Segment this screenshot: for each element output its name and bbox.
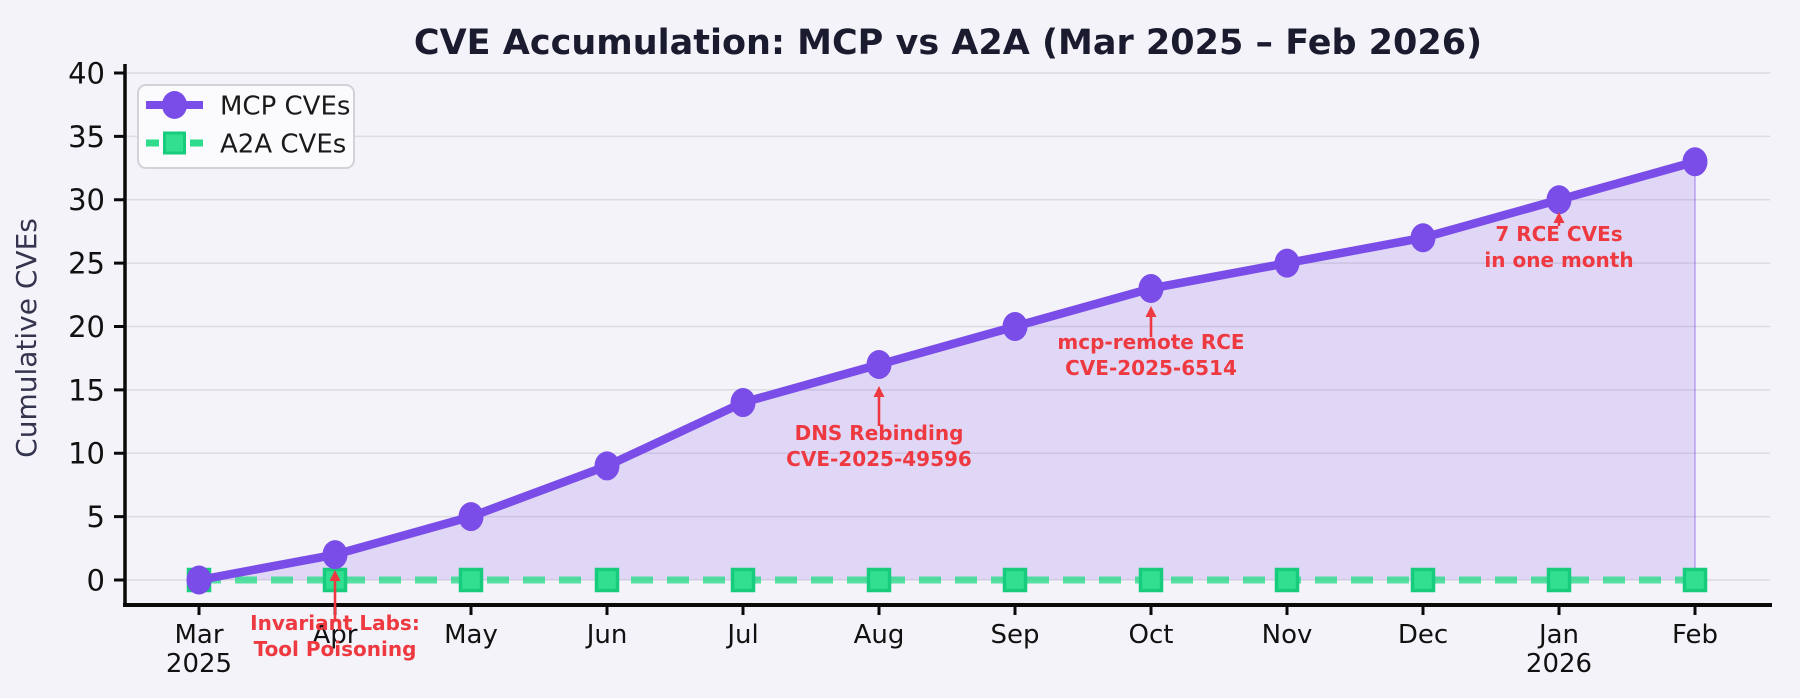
mcp-point <box>1410 223 1436 253</box>
x-tick-label: 2026 <box>1526 649 1592 679</box>
annotation-arrowhead <box>873 386 885 397</box>
mcp-point <box>322 540 348 570</box>
mcp-line <box>194 157 1700 585</box>
mcp-point <box>458 502 484 532</box>
annotation-arrowhead <box>329 570 341 581</box>
annotation-text: 7 RCE CVEs <box>1495 222 1622 246</box>
annotations: Invariant Labs:Tool Poisoning DNS Rebindi… <box>250 212 1634 661</box>
mcp-point <box>1682 147 1708 177</box>
x-tick-label: Jun <box>585 620 628 650</box>
mcp-point <box>1546 185 1572 215</box>
x-tick-label: Jan <box>1537 620 1579 650</box>
annotation-text: DNS Rebinding <box>795 421 964 445</box>
mcp-point <box>186 565 212 595</box>
legend-a2a-label: A2A CVEs <box>220 129 346 159</box>
a2a-point <box>1410 567 1436 593</box>
mcp-point <box>1274 248 1300 278</box>
annotation-text: mcp-remote RCE <box>1057 330 1244 354</box>
y-tick-label: 10 <box>68 437 105 471</box>
x-tick-label: Oct <box>1129 620 1174 650</box>
x-tick-label: Nov <box>1262 620 1313 650</box>
annotation-text: Invariant Labs: <box>250 611 420 635</box>
y-tick-label: 20 <box>68 310 105 344</box>
y-tick-label: 25 <box>68 247 105 281</box>
mcp-area <box>199 161 1695 580</box>
annotation-text: Tool Poisoning <box>254 637 417 661</box>
a2a-point <box>730 567 756 593</box>
legend-mcp-label: MCP CVEs <box>220 91 350 121</box>
a2a-point <box>1682 567 1708 593</box>
y-axis-label: Cumulative CVEs <box>10 218 43 458</box>
annotation-text: CVE-2025-6514 <box>1065 356 1237 380</box>
annotation-arrowhead <box>1553 212 1565 223</box>
annotation-text: in one month <box>1484 248 1633 272</box>
legend: MCP CVEs A2A CVEs <box>137 84 355 169</box>
mcp-point <box>866 350 892 380</box>
y-tick-label: 40 <box>68 56 105 90</box>
x-tick-label: May <box>444 620 498 650</box>
a2a-point <box>866 567 892 593</box>
legend-mcp-marker <box>162 91 187 119</box>
legend-a2a-marker <box>163 131 186 155</box>
mcp-point <box>1138 273 1164 303</box>
mcp-point <box>730 388 756 418</box>
mcp-area-fill <box>199 161 1696 580</box>
mcp-series <box>186 147 1708 595</box>
chart-title: CVE Accumulation: MCP vs A2A (Mar 2025 –… <box>414 23 1482 63</box>
x-tick-label: Apr <box>313 620 358 650</box>
a2a-point <box>594 567 620 593</box>
a2a-point <box>458 567 484 593</box>
annotation-arrowhead <box>1145 306 1157 317</box>
mcp-point <box>594 451 620 481</box>
a2a-point <box>1546 567 1572 593</box>
x-tick-label: 2025 <box>166 649 232 679</box>
x-tick-label: Aug <box>854 620 905 650</box>
gridlines <box>127 72 1770 581</box>
y-tick-label: 35 <box>68 120 105 154</box>
a2a-point <box>1138 567 1164 593</box>
y-tick-label: 5 <box>87 500 105 534</box>
x-tick-label: Mar <box>174 620 223 650</box>
a2a-point <box>1002 567 1028 593</box>
a2a-point <box>1274 567 1300 593</box>
x-tick-label: Sep <box>990 620 1039 650</box>
annotation-text: CVE-2025-49596 <box>786 447 972 471</box>
x-tick-label: Dec <box>1398 620 1448 650</box>
x-tick-label: Feb <box>1672 620 1718 650</box>
y-tick-label: 0 <box>87 563 105 597</box>
x-tick-label: Jul <box>725 620 758 650</box>
axis-ticks <box>114 71 1697 615</box>
y-tick-label: 30 <box>68 183 105 217</box>
y-tick-label: 15 <box>68 373 105 407</box>
mcp-point <box>1002 312 1028 341</box>
